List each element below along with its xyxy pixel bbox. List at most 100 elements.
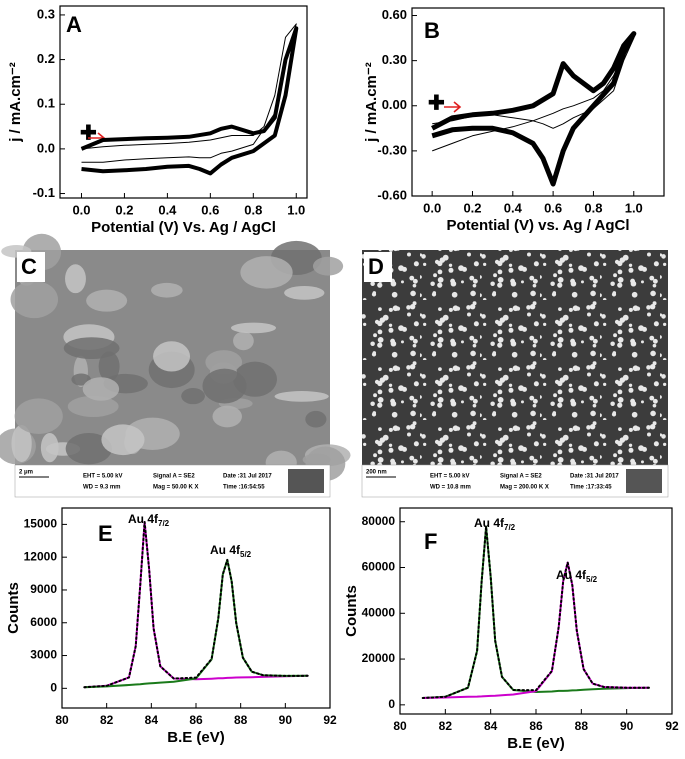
y-tick-label: 0.1 (37, 96, 55, 111)
peak-annotation: Au 4f7/2 (474, 516, 516, 532)
data-line (83, 521, 309, 689)
y-tick-label: 12000 (24, 549, 58, 563)
y-axis-label: Counts (343, 585, 360, 637)
info-text: Mag = 200.00 K X (500, 485, 549, 491)
particle (284, 286, 325, 300)
x-tick-label: 0.8 (584, 200, 602, 215)
info-text: WD = 10.8 mm (430, 485, 471, 491)
y-tick-label: 20000 (362, 651, 396, 665)
y-tick-label: -0.1 (33, 185, 55, 200)
info-text: EHT = 5.00 kV (83, 474, 123, 480)
annotation-subscript: 7/2 (504, 523, 516, 532)
particle (302, 453, 331, 466)
scale-bar-label: 200 nm (366, 470, 387, 476)
info-text: Signal A = SE2 (500, 474, 542, 480)
y-tick-label: 0.2 (37, 51, 55, 66)
x-tick-label: 92 (323, 713, 337, 727)
x-tick-label: 84 (145, 713, 159, 727)
x-tick-label: 0.4 (504, 200, 523, 215)
annotation-text: Au 4f (474, 516, 505, 530)
annotation-subscript: 5/2 (586, 575, 598, 584)
y-tick-label: 0.60 (382, 7, 407, 22)
particle (312, 256, 344, 276)
data-line (431, 31, 637, 187)
axes-frame (399, 507, 673, 715)
info-text: Signal A = SE2 (153, 474, 195, 480)
data-line (84, 521, 308, 689)
panel-label: D (368, 254, 384, 279)
particle (86, 289, 128, 312)
x-tick-label: 86 (189, 713, 203, 727)
panel-label: A (66, 12, 82, 37)
x-tick-label: 88 (575, 719, 589, 733)
particle (212, 405, 242, 428)
y-tick-label: 60000 (362, 560, 396, 574)
y-tick-label: 0 (50, 680, 57, 694)
panel-label: C (21, 254, 37, 279)
x-tick-label: 80 (55, 713, 69, 727)
scan-arrow (444, 101, 462, 113)
data-line (84, 558, 308, 689)
particle (181, 387, 205, 405)
y-tick-label: 3000 (30, 648, 57, 662)
y-tick-label: 0.00 (382, 97, 407, 112)
particle (14, 398, 63, 434)
info-text: Date :31 Jul 2017 (570, 474, 619, 480)
particle (10, 280, 59, 319)
particle (233, 331, 254, 351)
particle (151, 282, 183, 298)
plus-marker: ✚ (428, 92, 445, 114)
peak-annotation: Au 4f5/2 (210, 543, 252, 559)
annotation-subscript: 5/2 (240, 550, 252, 559)
y-axis-label: j / mA.cm⁻² (363, 62, 380, 143)
x-tick-label: 0.4 (158, 202, 177, 217)
particle (240, 256, 293, 289)
particle (65, 432, 112, 465)
x-axis-label: B.E (eV) (167, 729, 225, 746)
x-axis-label: Potential (V) Vs. Ag / AgCl (91, 219, 276, 236)
data-line (81, 23, 297, 163)
data-line (80, 26, 299, 176)
x-tick-label: 0.6 (201, 202, 219, 217)
panel-label: E (98, 521, 113, 546)
y-tick-label: 0.3 (37, 6, 55, 21)
particle (65, 264, 86, 294)
peak-annotation: Au 4f7/2 (128, 512, 170, 528)
y-tick-label: 9000 (30, 582, 57, 596)
y-axis-label: Counts (5, 582, 22, 634)
y-tick-label: 40000 (362, 605, 396, 619)
info-text: WD = 9.3 mm (83, 485, 121, 491)
data-line (421, 525, 651, 699)
x-tick-label: 84 (484, 719, 498, 733)
y-tick-label: 6000 (30, 615, 57, 629)
grain-field (362, 250, 668, 465)
particle (98, 351, 120, 382)
particle (11, 424, 32, 463)
annotation-text: Au 4f (128, 512, 159, 526)
x-tick-label: 92 (665, 719, 679, 733)
info-text: Time :17:33:45 (570, 485, 612, 491)
peak-annotation: Au 4f5/2 (556, 568, 598, 584)
particle (305, 410, 327, 428)
info-text: EHT = 5.00 kV (430, 474, 470, 480)
scale-bar-label: 2 μm (19, 470, 33, 476)
annotation-subscript: 7/2 (158, 519, 170, 528)
x-tick-label: 1.0 (625, 200, 643, 215)
x-tick-label: 88 (234, 713, 248, 727)
x-axis-label: B.E (eV) (507, 735, 565, 752)
x-tick-label: 0.0 (72, 202, 90, 217)
x-tick-label: 1.0 (287, 202, 305, 217)
particle (153, 341, 191, 372)
y-tick-label: 15000 (24, 517, 58, 531)
plus-marker: ✚ (80, 122, 97, 144)
x-tick-label: 82 (439, 719, 453, 733)
particle (67, 395, 119, 418)
particle (63, 337, 120, 360)
label-box (364, 252, 392, 282)
x-tick-label: 90 (620, 719, 634, 733)
x-tick-label: 82 (100, 713, 114, 727)
info-bar (361, 464, 669, 498)
y-tick-label: -0.30 (377, 142, 407, 157)
particle (230, 322, 277, 334)
